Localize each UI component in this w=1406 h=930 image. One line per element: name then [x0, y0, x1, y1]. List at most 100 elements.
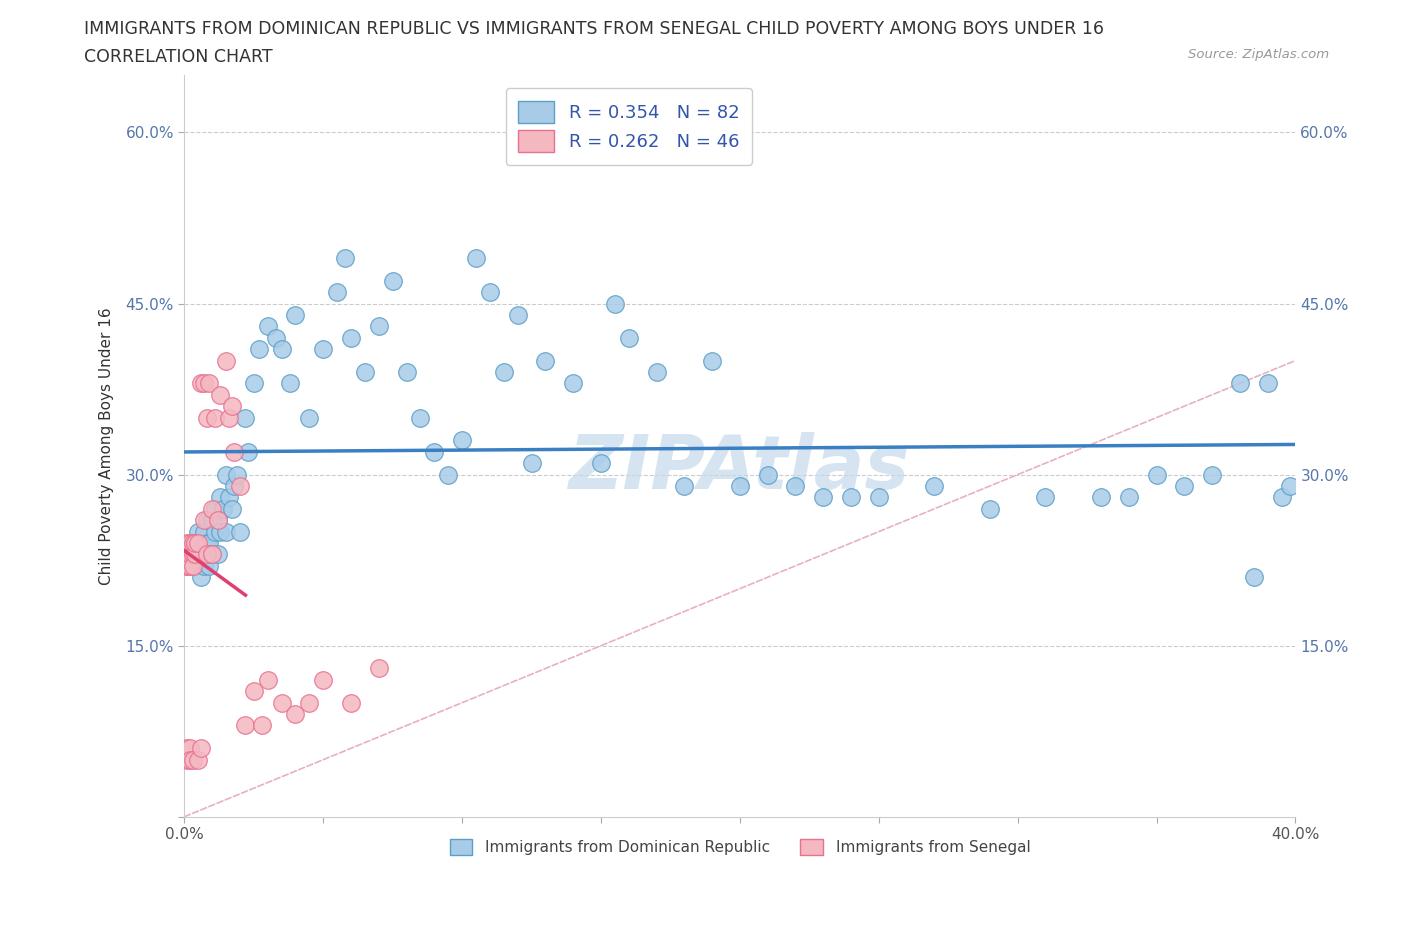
Point — [184, 547, 207, 562]
Point — [335, 250, 357, 265]
Point — [190, 547, 212, 562]
Point — [181, 536, 204, 551]
Point — [367, 319, 389, 334]
Point — [326, 285, 349, 299]
Point — [409, 410, 432, 425]
Point — [195, 547, 218, 562]
Point — [381, 273, 404, 288]
Point — [270, 341, 292, 356]
Point — [176, 547, 198, 562]
Point — [1090, 490, 1112, 505]
Point — [193, 512, 215, 527]
Text: ZIPAtlas: ZIPAtlas — [569, 432, 911, 505]
Point — [209, 387, 232, 402]
Point — [506, 308, 529, 323]
Point — [215, 467, 238, 482]
Point — [179, 558, 201, 573]
Point — [1278, 479, 1301, 494]
Point — [247, 341, 270, 356]
Point — [1118, 490, 1140, 505]
Point — [1271, 490, 1294, 505]
Point — [243, 376, 266, 391]
Point — [212, 501, 235, 516]
Point — [979, 501, 1001, 516]
Point — [367, 661, 389, 676]
Point — [176, 558, 198, 573]
Point — [256, 319, 278, 334]
Point — [813, 490, 835, 505]
Point — [785, 479, 807, 494]
Point — [839, 490, 862, 505]
Point — [224, 479, 246, 494]
Point — [207, 512, 229, 527]
Y-axis label: Child Poverty Among Boys Under 16: Child Poverty Among Boys Under 16 — [100, 307, 114, 585]
Point — [617, 330, 640, 345]
Point — [193, 525, 215, 539]
Point — [181, 547, 204, 562]
Point — [520, 456, 543, 471]
Point — [478, 285, 501, 299]
Point — [492, 365, 515, 379]
Point — [215, 353, 238, 368]
Point — [270, 696, 292, 711]
Point — [312, 672, 335, 687]
Point — [226, 467, 249, 482]
Text: Source: ZipAtlas.com: Source: ZipAtlas.com — [1188, 48, 1329, 61]
Point — [190, 741, 212, 756]
Text: CORRELATION CHART: CORRELATION CHART — [84, 48, 273, 66]
Point — [221, 501, 243, 516]
Point — [193, 376, 215, 391]
Point — [250, 718, 273, 733]
Point — [204, 410, 226, 425]
Point — [190, 570, 212, 585]
Point — [340, 696, 363, 711]
Point — [198, 376, 221, 391]
Point — [195, 512, 218, 527]
Point — [184, 558, 207, 573]
Point — [176, 558, 198, 573]
Point — [235, 718, 257, 733]
Point — [340, 330, 363, 345]
Point — [195, 410, 218, 425]
Point — [423, 445, 446, 459]
Point — [243, 684, 266, 698]
Point — [728, 479, 751, 494]
Point — [179, 547, 201, 562]
Point — [1229, 376, 1251, 391]
Point — [209, 490, 232, 505]
Point — [221, 399, 243, 414]
Point — [201, 501, 224, 516]
Point — [179, 536, 201, 551]
Point — [451, 433, 474, 448]
Point — [1201, 467, 1223, 482]
Point — [204, 525, 226, 539]
Point — [229, 525, 252, 539]
Point — [207, 547, 229, 562]
Point — [176, 536, 198, 551]
Point — [190, 376, 212, 391]
Point — [238, 445, 260, 459]
Point — [179, 752, 201, 767]
Point — [179, 741, 201, 756]
Point — [395, 365, 418, 379]
Point — [284, 707, 307, 722]
Point — [187, 547, 209, 562]
Point — [924, 479, 946, 494]
Point — [201, 512, 224, 527]
Point — [201, 547, 224, 562]
Point — [868, 490, 890, 505]
Point — [195, 536, 218, 551]
Point — [204, 501, 226, 516]
Point — [298, 696, 321, 711]
Point — [756, 467, 779, 482]
Legend: Immigrants from Dominican Republic, Immigrants from Senegal: Immigrants from Dominican Republic, Immi… — [443, 832, 1036, 861]
Point — [702, 353, 724, 368]
Point — [209, 525, 232, 539]
Point — [218, 410, 240, 425]
Point — [264, 330, 287, 345]
Point — [1257, 376, 1279, 391]
Point — [218, 490, 240, 505]
Point — [562, 376, 585, 391]
Point — [284, 308, 307, 323]
Point — [187, 536, 209, 551]
